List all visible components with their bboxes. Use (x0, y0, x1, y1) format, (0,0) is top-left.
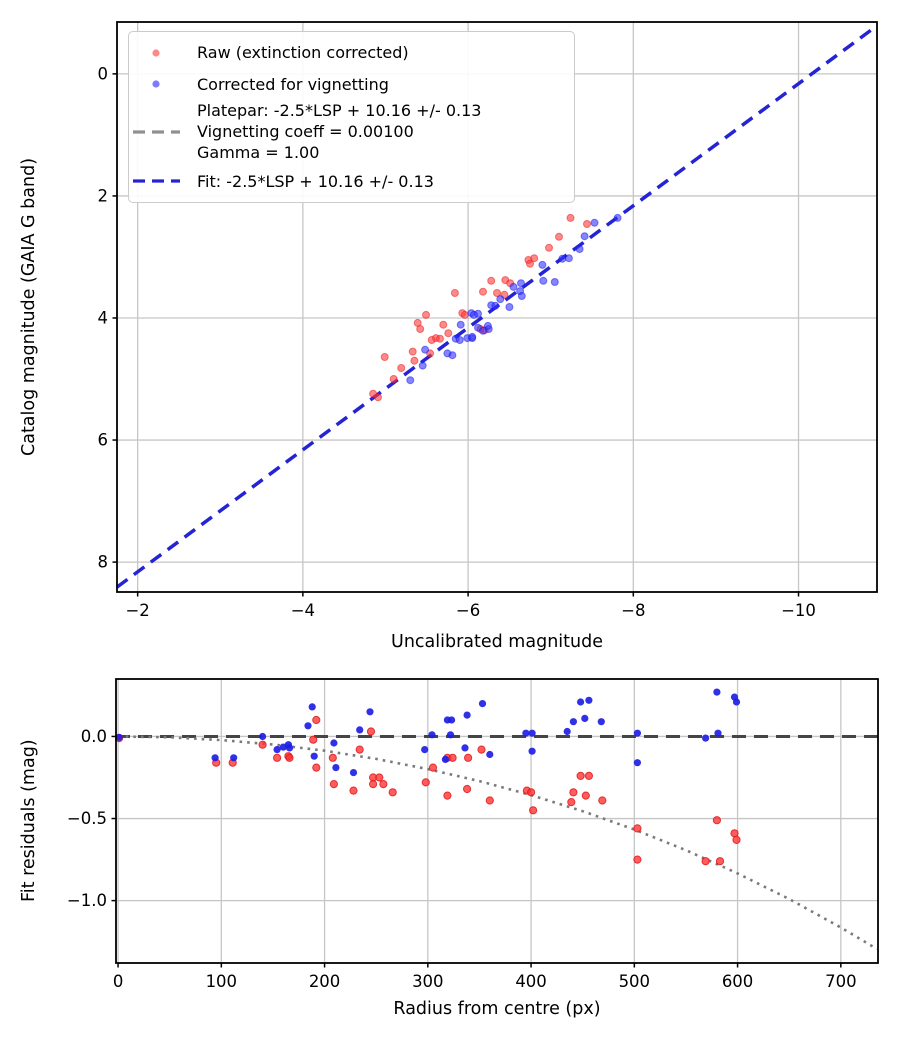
svg-text:−0.5: −0.5 (67, 809, 107, 828)
svg-text:200: 200 (309, 972, 341, 991)
svg-text:−4: −4 (291, 601, 315, 620)
legend-platepar-text-line: Platepar: -2.5*LSP + 10.16 +/- 0.13 (197, 101, 482, 121)
svg-text:500: 500 (619, 972, 651, 991)
top-y-axis-label: Catalog magnitude (GAIA G band) (19, 157, 39, 457)
svg-text:−1.0: −1.0 (67, 891, 107, 910)
svg-text:100: 100 (206, 972, 238, 991)
svg-text:0: 0 (98, 64, 109, 83)
svg-text:−10: −10 (781, 601, 816, 620)
svg-text:6: 6 (98, 431, 109, 450)
legend-item-platepar: Platepar: -2.5*LSP + 10.16 +/- 0.13 Vigne… (129, 99, 574, 164)
bottom-y-axis-label: Fit residuals (mag) (19, 739, 39, 903)
blue-dot-marker-icon (129, 78, 183, 90)
svg-text:600: 600 (722, 972, 754, 991)
legend-label-raw: Raw (extinction corrected) (197, 43, 409, 63)
legend-label-fit: Fit: -2.5*LSP + 10.16 +/- 0.13 (197, 171, 434, 191)
legend-label-platepar: Corrected for vignetting (197, 74, 389, 94)
bottom-x-axis-label: Radius from centre (px) (393, 999, 601, 1019)
svg-text:−8: −8 (621, 601, 645, 620)
svg-text:0: 0 (113, 972, 124, 991)
top-x-axis-label: Uncalibrated magnitude (391, 632, 603, 652)
svg-text:−2: −2 (125, 601, 149, 620)
legend-item-vignetting: Corrected for vignetting (129, 70, 574, 100)
svg-text:400: 400 (515, 972, 547, 991)
blue-dashed-line-icon (129, 178, 183, 184)
svg-text:700: 700 (825, 972, 857, 991)
svg-text:8: 8 (98, 553, 109, 572)
red-dot-marker-icon (129, 47, 183, 59)
svg-text:2: 2 (98, 186, 109, 205)
legend: Raw (extinction corrected) Corrected for… (128, 31, 575, 203)
svg-text:4: 4 (98, 308, 109, 327)
svg-text:0.0: 0.0 (81, 727, 107, 746)
legend-platepar-line3: Platepar: -2.5*LSP + 10.16 +/- 0.13 Vigne… (197, 100, 481, 163)
legend-platepar-text-line: Vignetting coeff = 0.00100 (197, 122, 414, 142)
svg-text:−6: −6 (456, 601, 480, 620)
gray-dashed-line-icon (129, 129, 183, 135)
bottom-residuals-plot: 0 100 200 300 400 500 600 700 0.0 −0.5 −1.0 (67, 678, 879, 991)
legend-item-raw: Raw (extinction corrected) (129, 36, 574, 70)
legend-platepar-text-line: Gamma = 1.00 (197, 143, 320, 163)
svg-text:300: 300 (412, 972, 444, 991)
legend-item-fit: Fit: -2.5*LSP + 10.16 +/- 0.13 (129, 164, 574, 198)
